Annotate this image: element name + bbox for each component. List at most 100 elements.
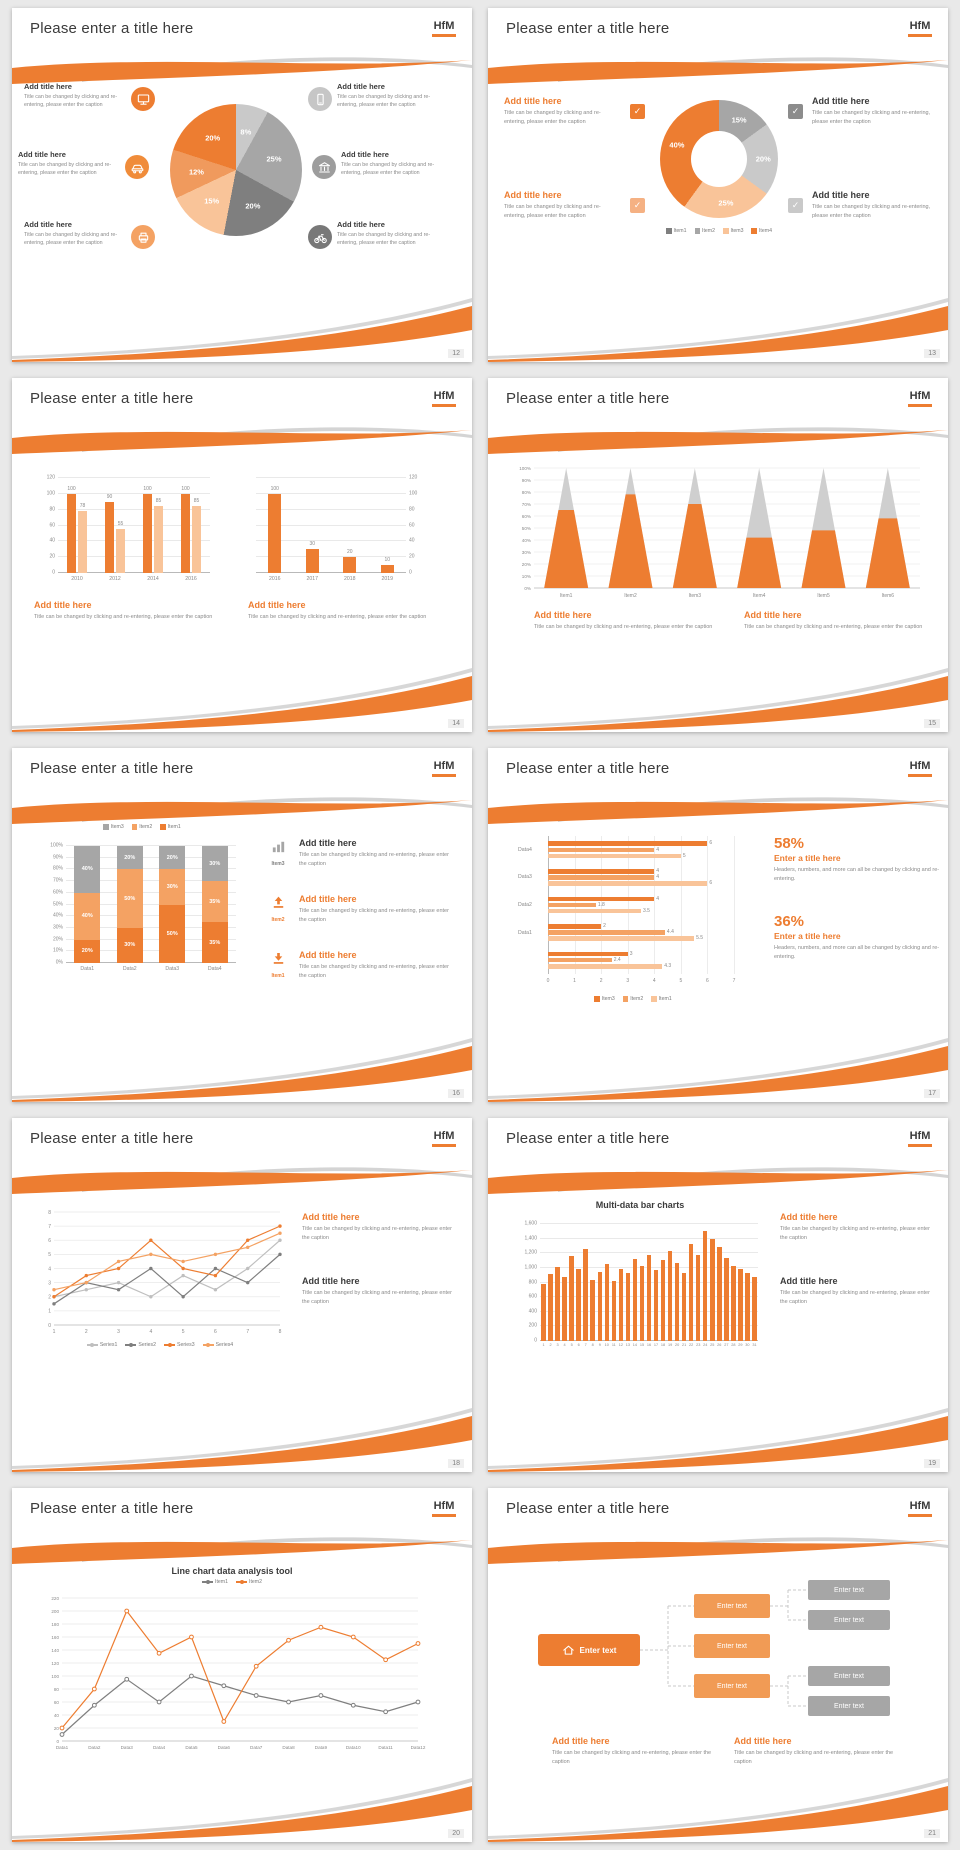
flow-node-right-4[interactable]: Enter text: [808, 1696, 890, 1716]
slide-14-thumbnail[interactable]: Please enter a title here HfM 0 20 40 60 80 1…: [12, 378, 472, 732]
legend-item: Item1: [651, 996, 672, 1002]
text-block-bottom: Add title here Title can be changed by c…: [302, 1276, 460, 1308]
category-label: 1: [542, 1343, 545, 1348]
bar: [569, 1256, 574, 1341]
y-axis-label: 100%: [50, 842, 63, 849]
checkbox-icon[interactable]: ✓: [788, 104, 803, 119]
bar: 100: [67, 486, 76, 573]
x-axis-label: 6: [706, 978, 709, 984]
category-label: 14: [632, 1343, 638, 1348]
slide-12-thumbnail[interactable]: Please enter a title here HfM 8% 25% 20% 15…: [12, 8, 472, 362]
flow-node-right-2[interactable]: Enter text: [808, 1610, 890, 1630]
legend-swatch: [86, 1343, 98, 1347]
brand-logo-accent: [908, 1144, 932, 1147]
svg-text:2: 2: [48, 1295, 51, 1301]
bottom-swoosh-decoration: [12, 1408, 472, 1472]
block-title: Add title here: [302, 1276, 360, 1286]
chart-title: Line chart data analysis tool: [171, 1566, 293, 1576]
slide-17-thumbnail[interactable]: Please enter a title here HfM 0 1 2 3 4 5 6 7 Da…: [488, 748, 948, 1102]
text-block-right: Add title here Title can be changed by c…: [248, 600, 440, 622]
flow-node-mid-2[interactable]: Enter text: [694, 1634, 770, 1658]
bar-value-label: 3: [629, 950, 633, 957]
legend-item: Series2: [125, 1342, 156, 1348]
segment-label: 50%: [166, 930, 178, 937]
bar-group: 26: [717, 1224, 722, 1347]
slide-13-thumbnail[interactable]: Please enter a title here HfM Add title …: [488, 8, 948, 362]
y-axis-label: 400: [528, 1308, 537, 1315]
svg-text:5: 5: [182, 1329, 185, 1335]
legend-label: Series4: [215, 1342, 234, 1348]
bar-value-label: 1.8: [597, 901, 605, 908]
page-number: 19: [924, 1459, 940, 1468]
bar-segment: 35%: [201, 881, 228, 923]
bar-value-label: 4: [656, 846, 660, 853]
y-axis-label: 0: [52, 569, 55, 576]
checkbox-icon[interactable]: ✓: [788, 198, 803, 213]
svg-text:70%: 70%: [522, 502, 531, 507]
x-axis-label: 1: [573, 978, 576, 984]
bar: 100: [143, 486, 152, 573]
bar-chart-icon: Item3: [264, 838, 292, 870]
slide-title: Please enter a title here: [30, 390, 194, 407]
download-icon: Item1: [264, 950, 292, 982]
brand-logo: HfM: [432, 21, 456, 37]
bar-value-label: 4.3: [664, 962, 672, 969]
page-number: 20: [448, 1829, 464, 1838]
stat-title: Enter a title here: [774, 931, 841, 941]
bottom-swoosh-decoration: [488, 298, 948, 362]
text-block-right-top: Add title here Title can be changed by c…: [812, 96, 934, 128]
slide-19-thumbnail[interactable]: Please enter a title here HfM Multi-data…: [488, 1118, 948, 1472]
slide-15-thumbnail[interactable]: Please enter a title here HfM 0% 10% 20% 30…: [488, 378, 948, 732]
slice-label: 8%: [240, 127, 252, 137]
gridline: [256, 556, 406, 558]
car-icon: [125, 155, 149, 179]
slide-20-thumbnail[interactable]: Please enter a title here HfM Line chart…: [12, 1488, 472, 1842]
checkbox-icon[interactable]: ✓: [630, 198, 645, 213]
segment-label: 50%: [124, 895, 136, 902]
block-title: Add title here: [812, 190, 870, 200]
callout-title: Add title here: [337, 220, 385, 229]
svg-text:50%: 50%: [522, 526, 531, 531]
flow-node-mid-3[interactable]: Enter text: [694, 1674, 770, 1698]
bar-segment: 20%: [116, 846, 143, 870]
bar-value-label: 30: [309, 541, 316, 548]
bar: [632, 1259, 638, 1341]
bar-value-label: 100: [67, 485, 76, 492]
bar: [745, 1273, 750, 1341]
bar: [625, 1273, 631, 1341]
flow-node-right-3[interactable]: Enter text: [808, 1666, 890, 1686]
home-icon: [562, 1645, 574, 1655]
callout-title: Add title here: [24, 82, 72, 91]
bar-group: 11: [611, 1224, 617, 1347]
slide-21-thumbnail[interactable]: Please enter a title here HfM Enter text…: [488, 1488, 948, 1842]
category-label: 30: [745, 1343, 750, 1348]
stat-title: Enter a title here: [774, 853, 841, 863]
text-block-right: Add title here Title can be changed by c…: [744, 610, 934, 632]
bar: [604, 1263, 610, 1341]
plot-area: 0 20 40 60 80 100 120 100 2016 30 2017 20 2018 10 2019: [256, 475, 417, 582]
feature-caption: Title can be changed by clicking and re-…: [299, 852, 449, 868]
brand-logo-text: HfM: [909, 390, 931, 402]
slice-label: 20%: [205, 133, 221, 143]
category-label: 27: [724, 1343, 729, 1348]
flow-node-right-1[interactable]: Enter text: [808, 1580, 890, 1600]
brand-logo: HfM: [908, 391, 932, 407]
flow-node-home[interactable]: Enter text: [538, 1634, 640, 1666]
brand-logo-accent: [908, 774, 932, 777]
slide-16-thumbnail[interactable]: Please enter a title here HfM Item3 Item2…: [12, 748, 472, 1102]
callout-top-right: Add title here Title can be changed by cl…: [308, 82, 439, 111]
block-caption: Title can be changed by clicking and re-…: [504, 110, 601, 126]
bar: [639, 1266, 645, 1341]
slide-title: Please enter a title here: [506, 390, 670, 407]
flow-node-mid-1[interactable]: Enter text: [694, 1594, 770, 1618]
brand-logo: HfM: [908, 1501, 932, 1517]
bar: 55: [116, 522, 125, 573]
flow-node-label: Enter text: [579, 1645, 617, 1655]
bar: [710, 1239, 715, 1341]
legend-swatch: [651, 996, 657, 1002]
checkbox-icon[interactable]: ✓: [630, 104, 645, 119]
top-swoosh-decoration: [12, 427, 472, 454]
svg-text:Data7: Data7: [250, 1745, 263, 1750]
bar-value-label: 6: [709, 840, 713, 847]
